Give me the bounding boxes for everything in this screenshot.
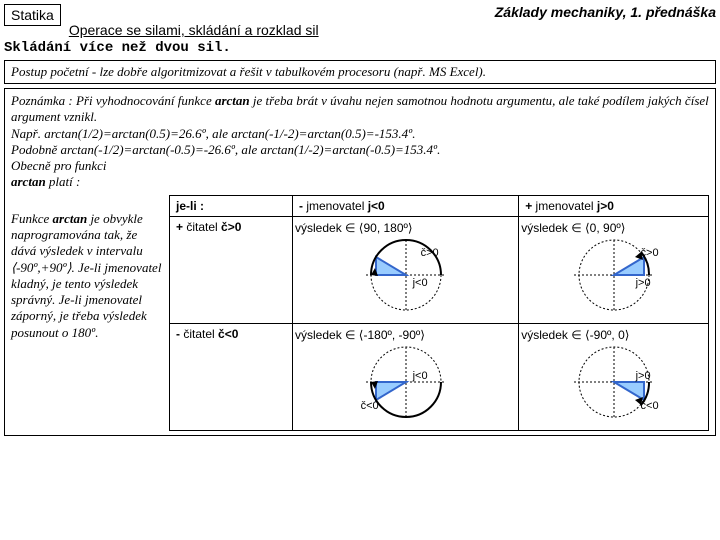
cell-q4: výsledek ∈ ⟨-90º, 0⟩ j>0 č<0 bbox=[519, 323, 709, 430]
subtitle: Operace se silami, skládání a rozklad si… bbox=[69, 22, 716, 38]
left-column: Funkce arctan je obvykle naprogramována … bbox=[11, 195, 169, 431]
lecture-title: Základy mechaniky, 1. přednáška bbox=[69, 4, 716, 20]
lbl-jpos-2: j>0 bbox=[636, 370, 651, 382]
note-p3: Podobně arctan(-1/2)=arctan(-0.5)=-26.6º… bbox=[11, 142, 440, 157]
th-jmen1: jmenovatel bbox=[303, 199, 368, 213]
rh-c0n: č<0 bbox=[218, 327, 238, 341]
res-q2: výsledek ∈ ⟨90, 180º⟩ bbox=[295, 221, 516, 235]
rh-cit2: čitatel bbox=[180, 327, 218, 341]
rh-cit1: čitatel bbox=[183, 220, 221, 234]
note-p4b: platí : bbox=[46, 174, 81, 189]
cell-q1: výsledek ∈ ⟨0, 90º⟩ č>0 j>0 bbox=[519, 216, 709, 323]
lbl-cpos-2: č>0 bbox=[641, 247, 659, 259]
lbl-jneg-1: j<0 bbox=[413, 277, 428, 289]
diagram-q2: č>0 j<0 bbox=[361, 235, 451, 318]
th-jneg: - jmenovatel j<0 bbox=[293, 195, 519, 216]
th-jmen2: jmenovatel bbox=[532, 199, 597, 213]
left-t1: Funkce bbox=[11, 211, 53, 226]
lbl-cpos-1: č>0 bbox=[421, 247, 439, 259]
th-j0n: j<0 bbox=[368, 199, 385, 213]
rh-plus: + bbox=[176, 220, 183, 234]
arctan-word: arctan bbox=[215, 93, 250, 108]
arctan-word3: arctan bbox=[53, 211, 88, 226]
th-jpos: + jmenovatel j>0 bbox=[519, 195, 709, 216]
diagram-q3: j<0 č<0 bbox=[361, 342, 451, 425]
note-box: Poznámka : Při vyhodnocování funkce arct… bbox=[4, 88, 716, 436]
note-p1a: Poznámka : Při vyhodnocování funkce bbox=[11, 93, 215, 108]
lbl-jneg-2: j<0 bbox=[413, 370, 428, 382]
note-p2: Např. arctan(1/2)=arctan(0.5)=26.6º, ale… bbox=[11, 126, 415, 141]
lbl-cneg-2: č<0 bbox=[641, 400, 659, 412]
res-q1: výsledek ∈ ⟨0, 90º⟩ bbox=[521, 221, 706, 235]
rh-c0p: č>0 bbox=[221, 220, 241, 234]
title-area: Základy mechaniky, 1. přednáška Operace … bbox=[69, 4, 716, 38]
cell-q3: výsledek ∈ ⟨-180º, -90º⟩ j<0 č<0 bbox=[293, 323, 519, 430]
procedure-box: Postup početní - lze dobře algoritmizova… bbox=[4, 60, 716, 84]
th-j0p: j>0 bbox=[597, 199, 614, 213]
cell-q2: výsledek ∈ ⟨90, 180º⟩ č>0 j<0 bbox=[293, 216, 519, 323]
result-table: je-li : - jmenovatel j<0 + jmenovatel j>… bbox=[169, 195, 709, 431]
content-row: Funkce arctan je obvykle naprogramována … bbox=[11, 195, 709, 431]
lbl-cneg-1: č<0 bbox=[361, 400, 379, 412]
th-jeli-txt: je-li : bbox=[176, 199, 204, 213]
diagram-q1: č>0 j>0 bbox=[569, 235, 659, 318]
rh-cpos: + čitatel č>0 bbox=[170, 216, 293, 323]
note-text: Poznámka : Při vyhodnocování funkce arct… bbox=[11, 93, 709, 191]
left-t2: je obvykle naprogramována tak, že dává v… bbox=[11, 211, 161, 340]
res-q3: výsledek ∈ ⟨-180º, -90º⟩ bbox=[295, 328, 516, 342]
topic-line: Skládání více než dvou sil. bbox=[4, 40, 716, 56]
badge: Statika bbox=[4, 4, 61, 26]
lbl-jpos-1: j>0 bbox=[636, 277, 651, 289]
th-jeli: je-li : bbox=[170, 195, 293, 216]
header: Statika Základy mechaniky, 1. přednáška … bbox=[4, 4, 716, 38]
arctan-word2: arctan bbox=[11, 174, 46, 189]
rh-cneg: - čitatel č<0 bbox=[170, 323, 293, 430]
diagram-q4: j>0 č<0 bbox=[569, 342, 659, 425]
note-p4a: Obecně pro funkci bbox=[11, 158, 107, 173]
res-q4: výsledek ∈ ⟨-90º, 0⟩ bbox=[521, 328, 706, 342]
